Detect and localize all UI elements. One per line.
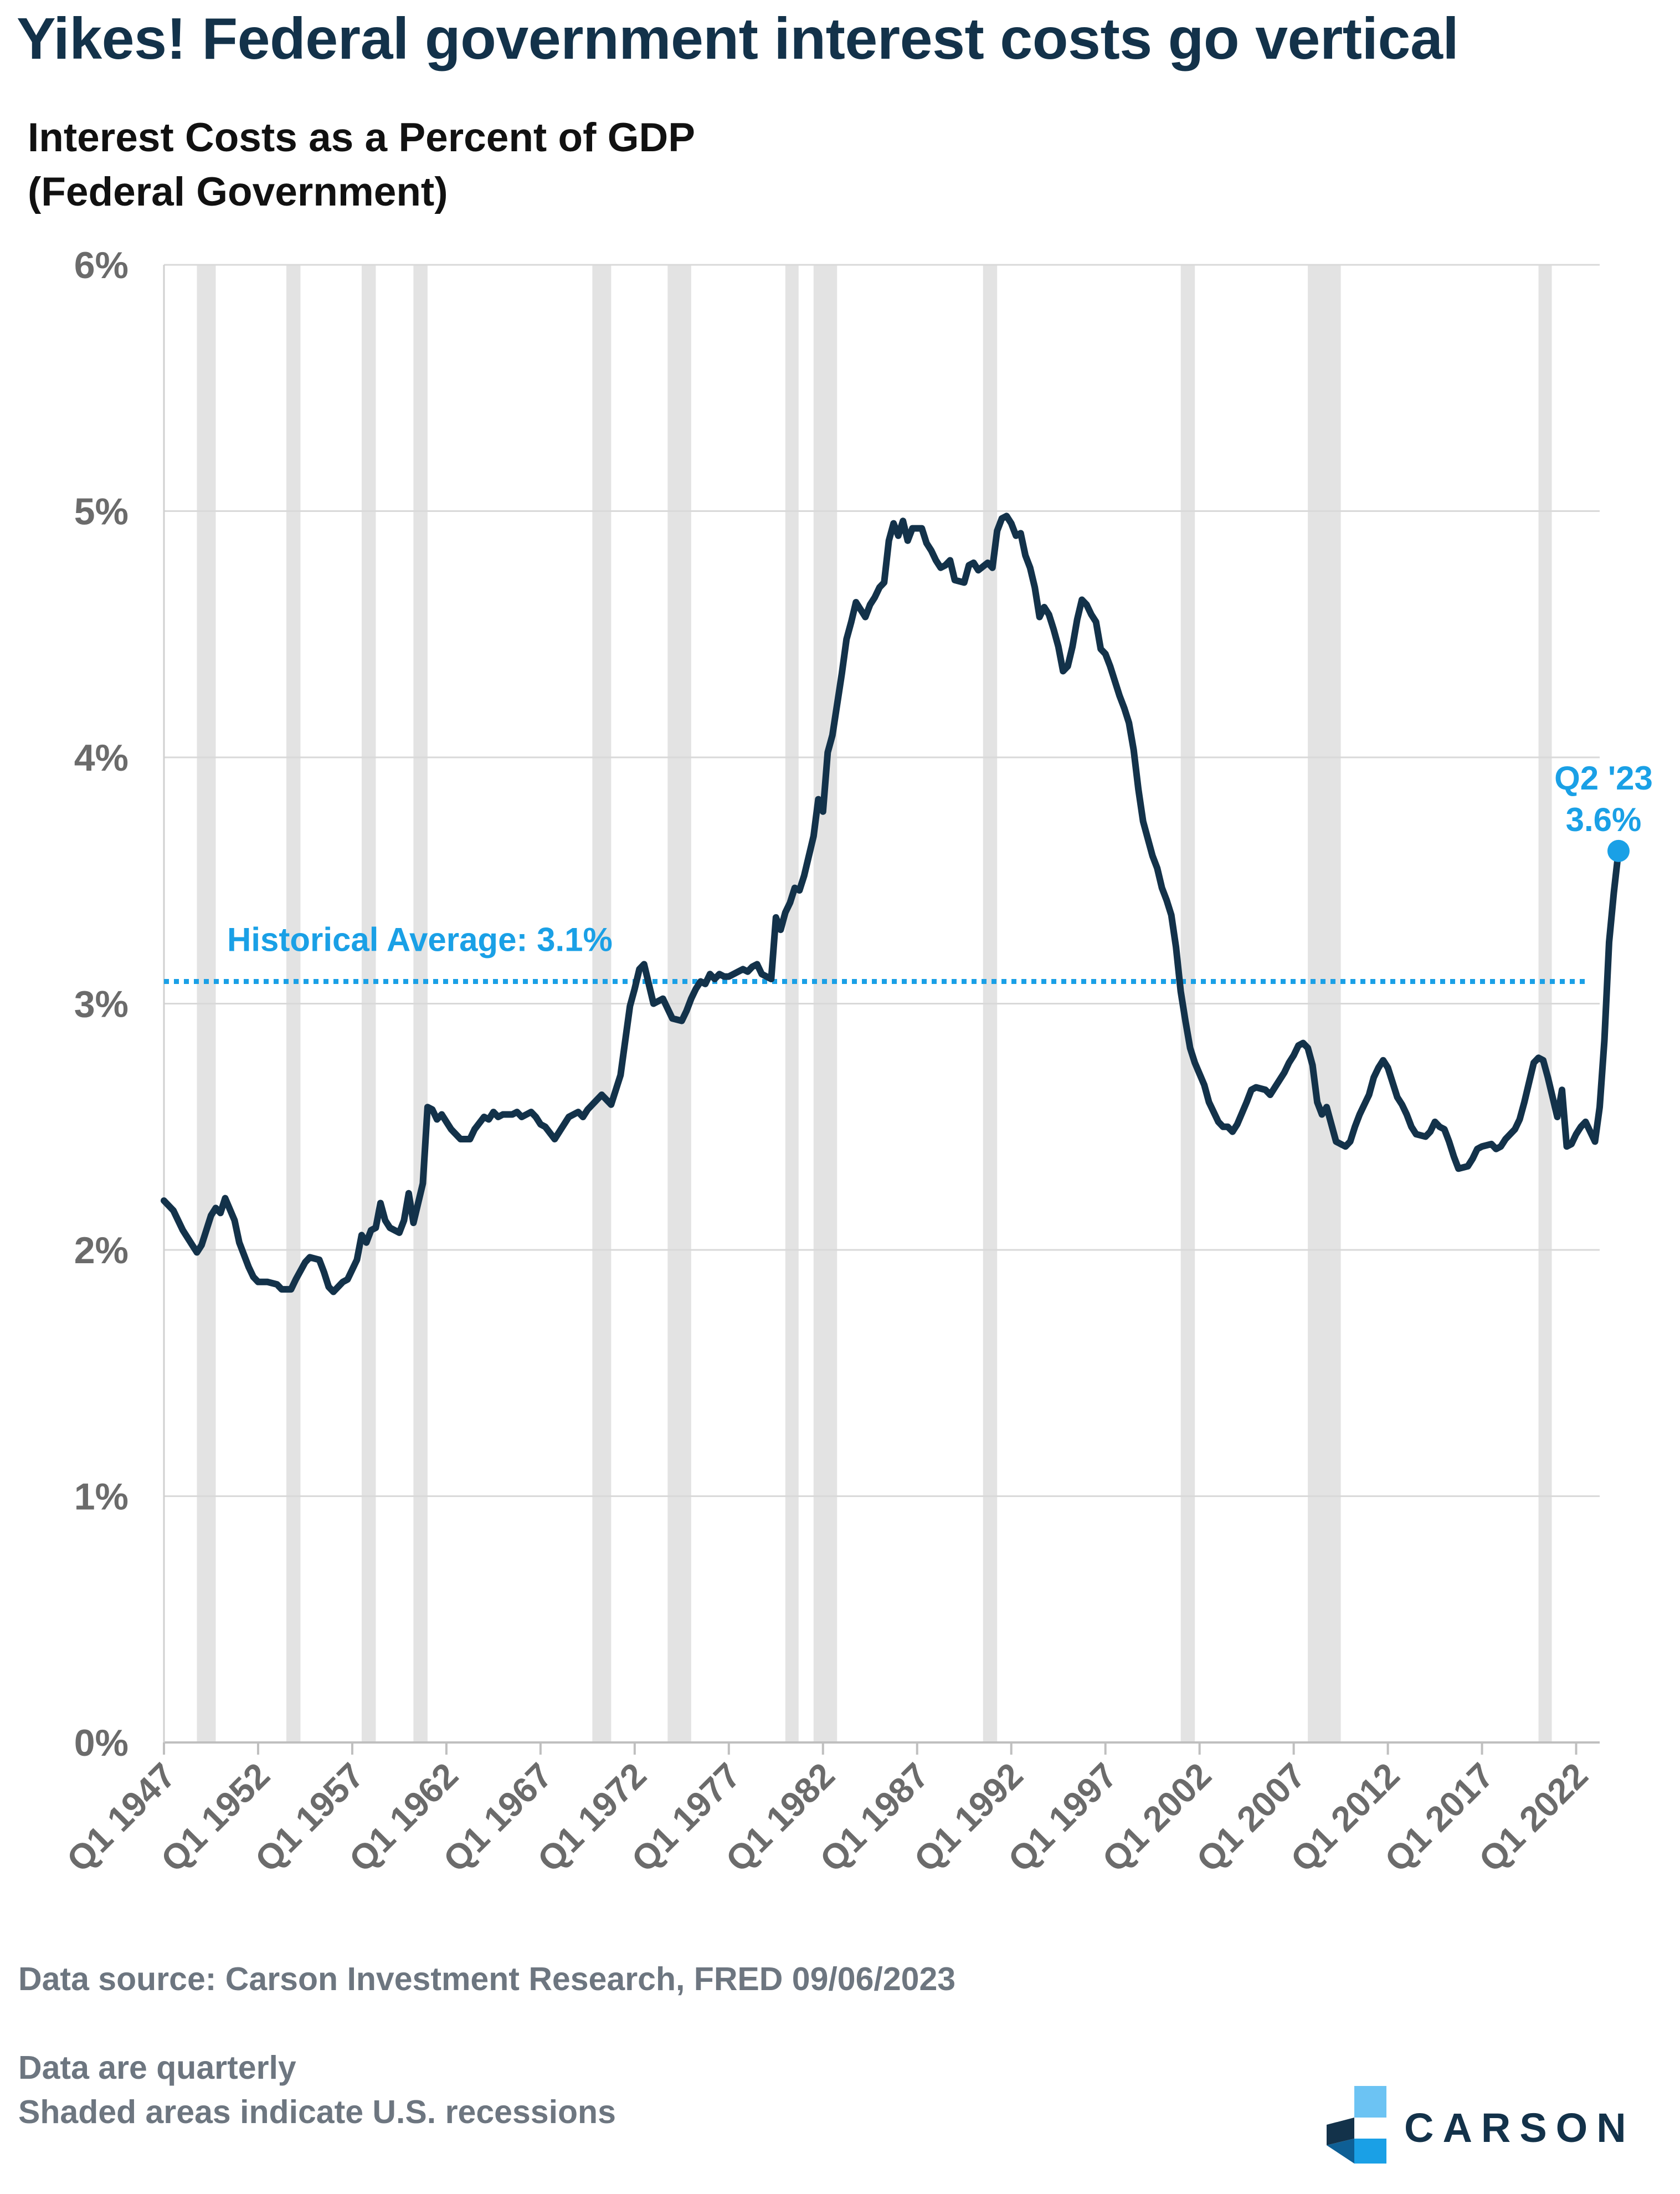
subtitle-line-1: Interest Costs as a Percent of GDP	[28, 115, 695, 160]
y-axis-labels: 0% 1% 2% 3% 4% 5% 6%	[74, 244, 129, 1764]
subtitle-line-2: (Federal Government)	[28, 170, 448, 214]
endpoint-annotation: Q2 '23 3.6%	[1554, 760, 1653, 862]
y-tick-label: 1%	[74, 1476, 129, 1518]
frequency-note: Data are quarterly	[18, 2049, 296, 2086]
y-tick-label: 5%	[74, 491, 129, 533]
series-layer	[161, 512, 1622, 1295]
y-tick-label: 0%	[74, 1722, 129, 1764]
historical-average: Historical Average: 3.1%	[164, 921, 1589, 984]
carson-logo: CARSON	[1321, 2083, 1642, 2166]
historical-average-label: Historical Average: 3.1%	[227, 921, 613, 958]
chart-subtitle: Interest Costs as a Percent of GDP (Fede…	[28, 111, 695, 219]
annotation-period: Q2 '23	[1554, 760, 1653, 797]
carson-logo-text: CARSON	[1404, 2105, 1635, 2151]
annotation-value: 3.6%	[1566, 801, 1642, 838]
y-tick-label: 3%	[74, 983, 129, 1026]
y-tick-label: 2%	[74, 1229, 129, 1272]
endpoint-marker	[1607, 839, 1630, 862]
data-source-note: Data source: Carson Investment Research,…	[18, 1961, 956, 1997]
interest-cost-line	[161, 512, 1622, 1295]
gridlines	[163, 264, 1600, 1755]
y-tick-label: 6%	[74, 244, 129, 286]
recession-note: Shaded areas indicate U.S. recessions	[18, 2094, 616, 2130]
y-tick-label: 4%	[74, 737, 129, 779]
headline: Yikes! Federal government interest costs…	[17, 6, 1459, 71]
carson-logo-mark	[1327, 2086, 1386, 2164]
